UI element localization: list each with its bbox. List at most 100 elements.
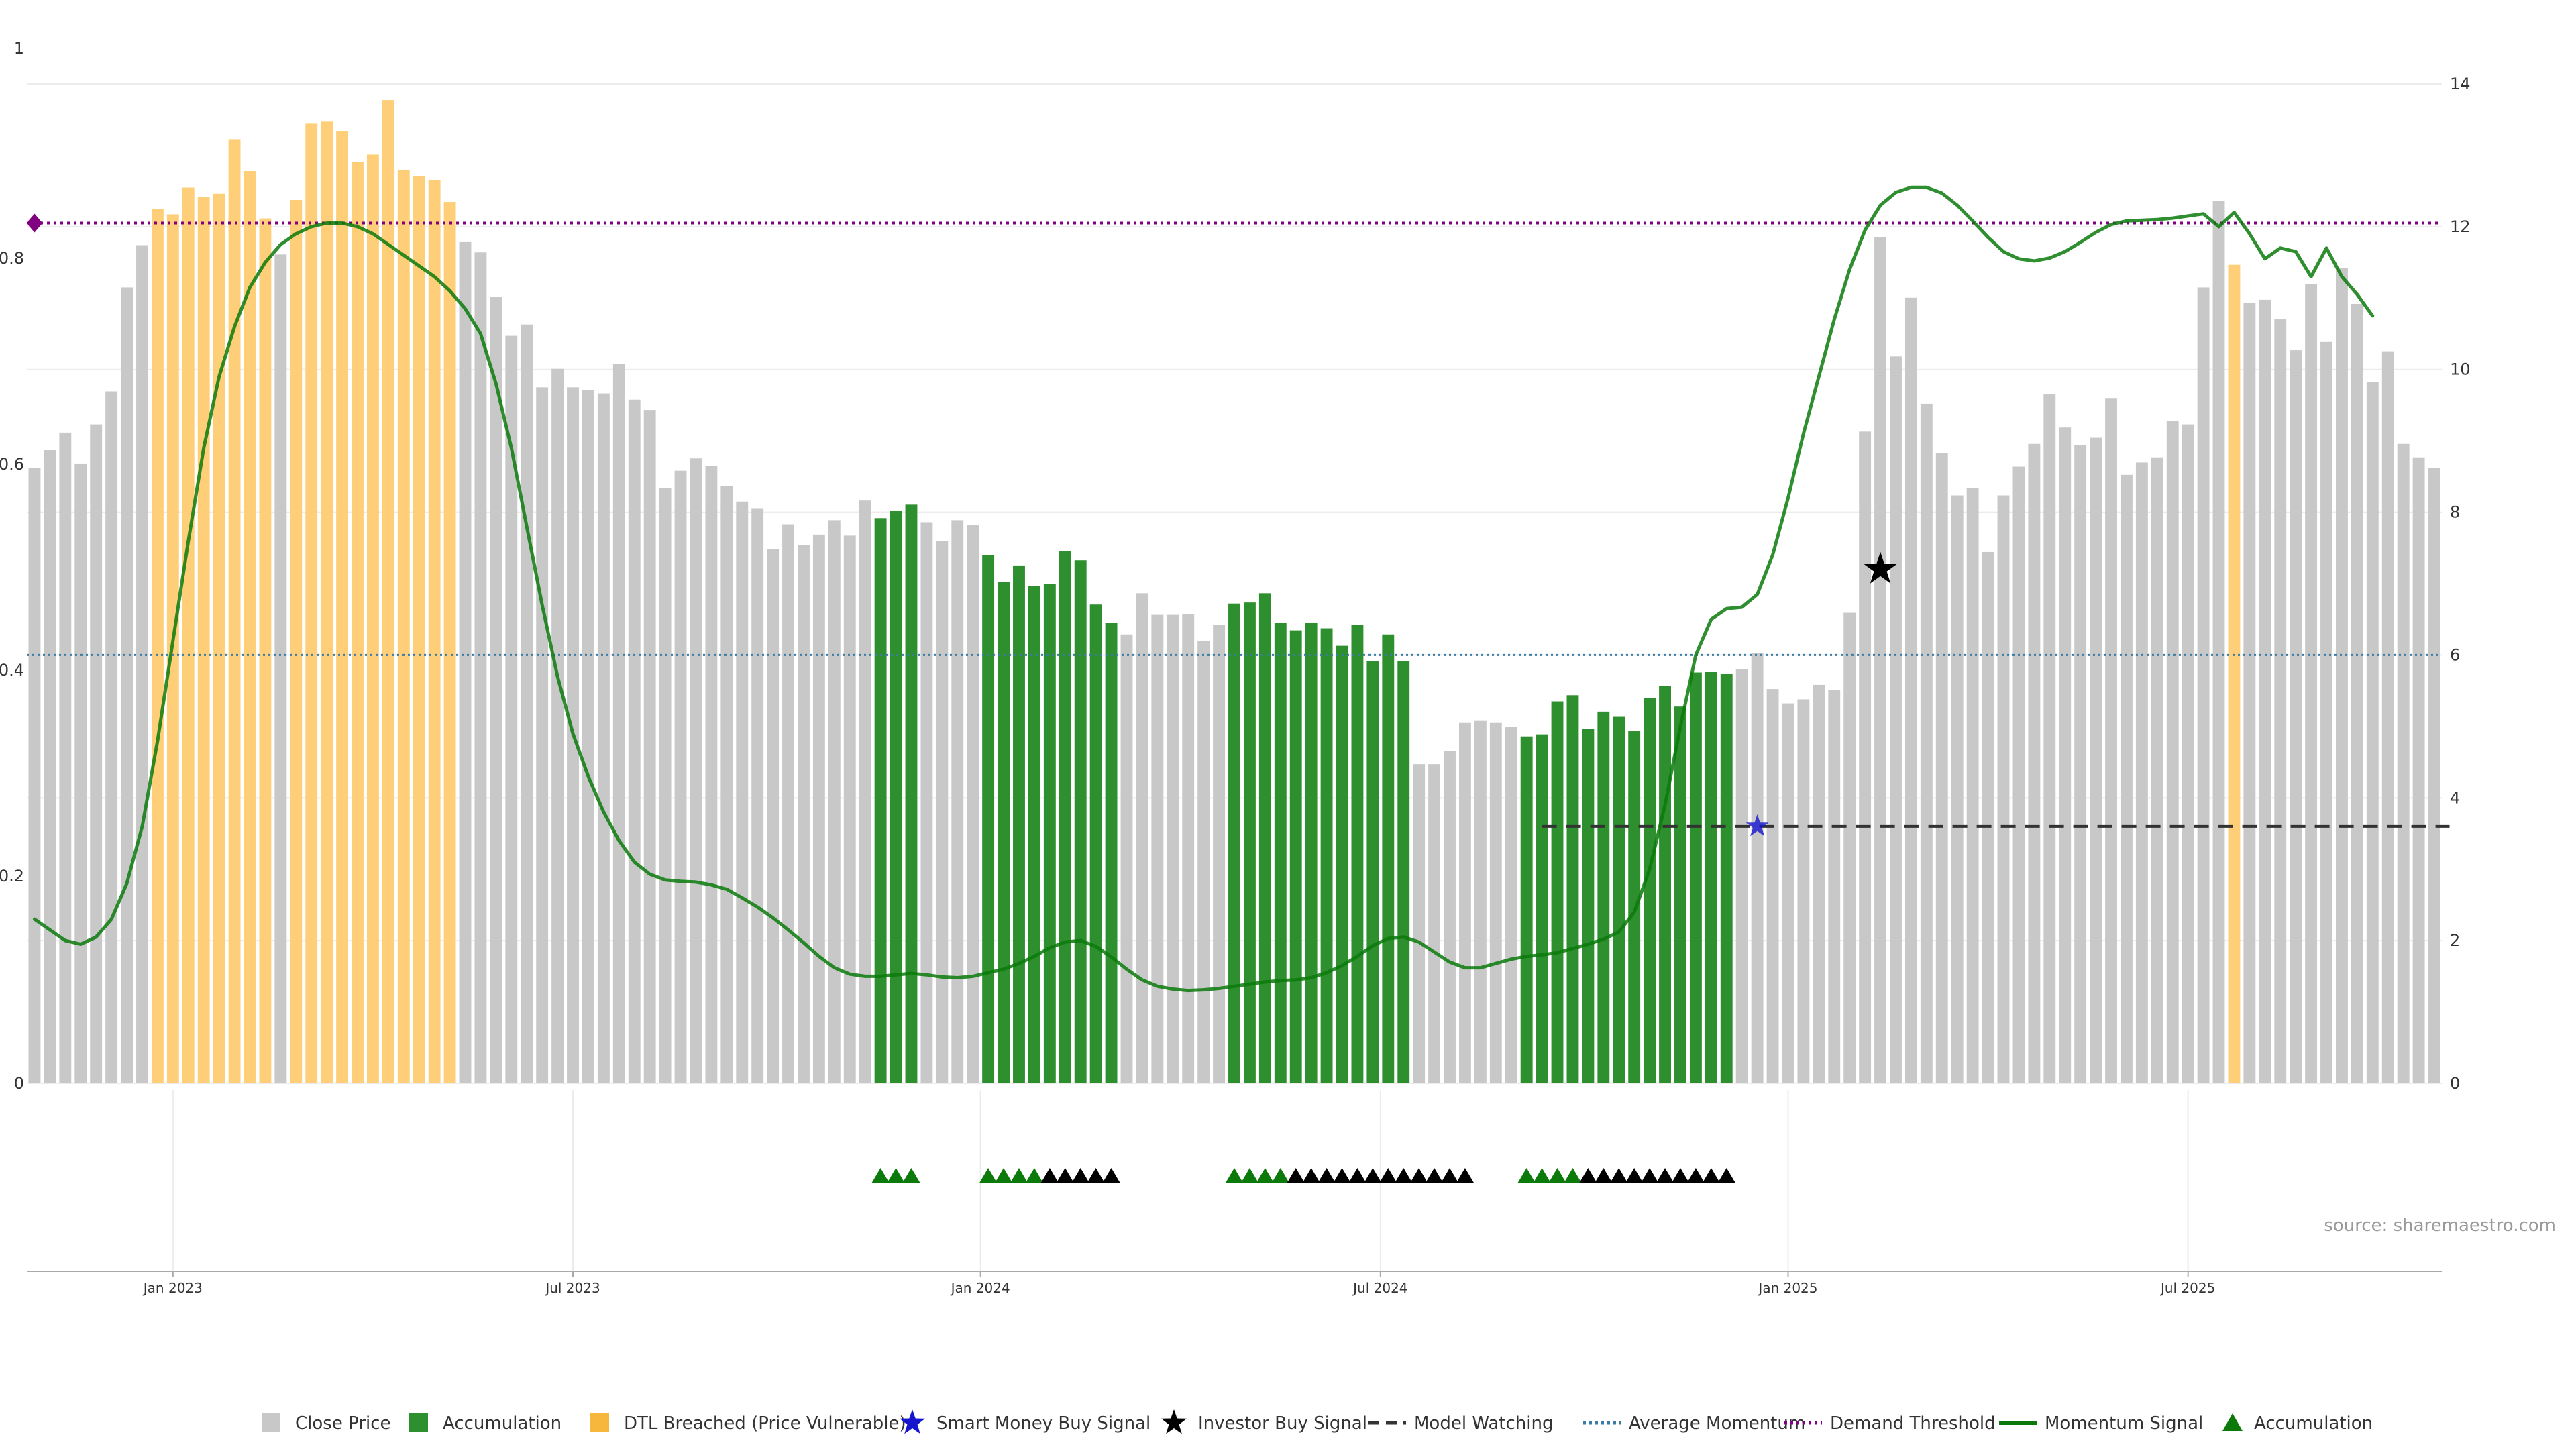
accumulation-marker-triangle-dark xyxy=(1656,1168,1674,1183)
dtl-breached-bar xyxy=(443,202,456,1083)
close-price-bar xyxy=(2012,466,2025,1083)
close-price-bar xyxy=(1151,614,1164,1083)
close-price-bar xyxy=(474,252,487,1083)
accumulation-marker-triangle xyxy=(979,1168,998,1183)
accumulation-bar xyxy=(1705,672,1717,1083)
close-price-bar xyxy=(582,390,594,1083)
bar-series xyxy=(28,100,2440,1084)
accumulation-bar xyxy=(998,582,1010,1083)
close-price-bar xyxy=(1951,495,1964,1083)
accumulation-bar xyxy=(1089,604,1102,1083)
legend-triangle-icon xyxy=(2222,1413,2243,1431)
close-price-bar xyxy=(2151,457,2163,1083)
close-price-bar xyxy=(1751,653,1764,1083)
close-price-bar xyxy=(1782,703,1794,1083)
close-price-bar xyxy=(782,524,794,1083)
close-price-bar xyxy=(1505,727,1517,1083)
legend-item: Investor Buy Signal xyxy=(1161,1409,1367,1434)
demand-threshold-marker xyxy=(26,213,43,233)
legend-label: DTL Breached (Price Vulnerable) xyxy=(624,1413,906,1434)
accumulation-marker-triangle-dark xyxy=(1410,1168,1428,1183)
accumulation-bar xyxy=(1028,586,1040,1083)
accumulation-marker-triangle-dark xyxy=(1364,1168,1382,1183)
accumulation-bar xyxy=(1336,645,1348,1083)
close-price-bar xyxy=(1735,669,1748,1083)
accumulation-marker-triangle-dark xyxy=(1348,1168,1366,1183)
accumulation-marker-triangle-dark xyxy=(1102,1168,1120,1183)
accumulation-marker-triangle-dark xyxy=(1071,1168,1089,1183)
legend-star-icon xyxy=(900,1409,925,1434)
close-price-bar xyxy=(2428,468,2440,1083)
accumulation-marker-triangle-dark xyxy=(1441,1168,1459,1183)
accumulation-marker-triangle-dark xyxy=(1671,1168,1689,1183)
accumulation-bar xyxy=(1243,602,1256,1083)
accumulation-marker-triangle xyxy=(1548,1168,1566,1183)
close-price-bar xyxy=(1182,614,1195,1083)
close-price-bar xyxy=(59,432,72,1083)
legend-item: Demand Threshold xyxy=(1784,1413,1996,1434)
close-price-bar xyxy=(2166,421,2179,1083)
accumulation-marker-triangle-dark xyxy=(1625,1168,1644,1183)
smart-money-buy-signal-star xyxy=(1746,814,1769,837)
close-price-bar xyxy=(812,534,825,1083)
dtl-breached-bar xyxy=(428,180,441,1084)
right-axis-tick-label: 2 xyxy=(2450,931,2460,950)
close-price-bar xyxy=(1813,684,1825,1083)
dtl-breached-bar xyxy=(151,209,164,1083)
legend-label: Accumulation xyxy=(443,1413,561,1434)
dtl-breached-bar xyxy=(397,170,410,1084)
close-price-bar xyxy=(2028,443,2041,1083)
close-price-bar xyxy=(2212,201,2225,1083)
close-price-bar xyxy=(551,368,564,1084)
left-axis-tick-label: 0.4 xyxy=(0,661,24,680)
left-axis-tick-label: 0 xyxy=(14,1074,24,1093)
close-price-bar xyxy=(736,501,749,1083)
close-price-bar xyxy=(1413,764,1426,1083)
legend-label: Investor Buy Signal xyxy=(1198,1413,1367,1434)
dtl-breached-bar xyxy=(413,176,425,1083)
x-axis-tick-label: Jul 2024 xyxy=(1352,1280,1407,1296)
accumulation-bar xyxy=(1720,674,1733,1083)
legend-item: Momentum Signal xyxy=(1999,1413,2203,1434)
close-price-bar xyxy=(597,393,610,1083)
left-axis-tick-label: 0.6 xyxy=(0,455,24,474)
right-axis-tick-label: 0 xyxy=(2450,1074,2460,1093)
dtl-breached-bar xyxy=(336,131,349,1083)
close-price-bar xyxy=(1874,237,1886,1084)
legend-label: Momentum Signal xyxy=(2045,1413,2203,1434)
left-axis-tick-label: 0.8 xyxy=(0,249,24,268)
accumulation-marker-triangle-dark xyxy=(1717,1168,1735,1183)
accumulation-bar xyxy=(1074,560,1087,1083)
legend-item: Model Watching xyxy=(1368,1413,1553,1434)
left-axis-tick-label: 0.2 xyxy=(0,867,24,885)
right-axis-tick-label: 12 xyxy=(2450,217,2471,236)
right-axis-tick-label: 14 xyxy=(2450,74,2471,93)
close-price-bar xyxy=(643,410,656,1083)
accumulation-marker-triangle xyxy=(1271,1168,1289,1183)
accumulation-bar xyxy=(1597,711,1610,1083)
close-price-bar xyxy=(2290,350,2302,1083)
legend-item: Close Price xyxy=(262,1413,391,1434)
accumulation-marker-triangle-dark xyxy=(1686,1168,1705,1183)
accumulation-marker-triangle xyxy=(1010,1168,1028,1183)
close-price-bar xyxy=(1444,751,1456,1083)
dtl-breached-bar xyxy=(259,218,272,1084)
momentum-signal-line xyxy=(33,185,2375,993)
right-axis-tick-label: 8 xyxy=(2450,503,2460,522)
legend-label: Model Watching xyxy=(1414,1413,1553,1434)
accumulation-bar xyxy=(1582,729,1595,1083)
close-price-bar xyxy=(936,541,949,1083)
legend-swatch xyxy=(590,1413,609,1432)
accumulation-bar xyxy=(1320,628,1333,1083)
accumulation-bar xyxy=(1397,661,1410,1083)
close-price-bar xyxy=(1843,612,1856,1083)
dtl-breached-bar xyxy=(352,162,364,1083)
dtl-breached-bar xyxy=(382,100,394,1084)
close-price-bar xyxy=(1459,722,1471,1083)
dtl-breached-bar xyxy=(182,187,195,1083)
accumulation-bar xyxy=(1043,584,1056,1083)
legend: Close Price Accumulation DTL Breached (Pri… xyxy=(262,1409,2373,1434)
accumulation-marker-triangle-dark xyxy=(1610,1168,1628,1183)
accumulation-bar xyxy=(1689,672,1702,1083)
